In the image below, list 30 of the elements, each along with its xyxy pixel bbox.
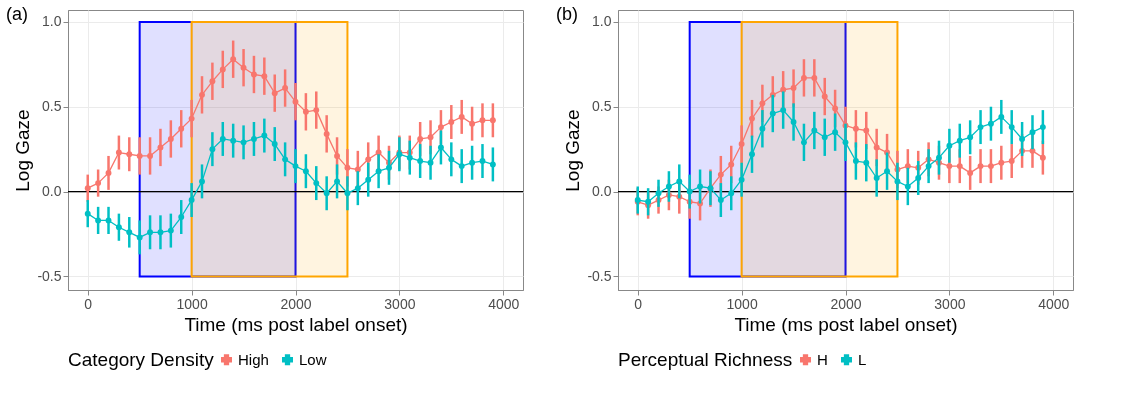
legend-title: Category Density (68, 349, 215, 370)
x-tick-label: 1000 (176, 295, 208, 312)
y-tick-label: -0.5 (37, 267, 62, 284)
legend-label: Low (299, 350, 327, 368)
x-axis-title: Time (ms post label onset) (734, 313, 958, 335)
x-tick-label: 3000 (934, 295, 966, 312)
chart-title: (a) (6, 4, 28, 24)
y-axis-title: Log Gaze (12, 109, 34, 192)
y-tick-label: 1.0 (592, 13, 612, 30)
legend-label: L (858, 350, 867, 368)
x-tick-label: 0 (634, 295, 643, 312)
y-tick-label: 0.0 (592, 183, 612, 200)
legend-label: H (817, 350, 828, 368)
y-tick-label: 0.5 (42, 98, 62, 115)
chart-title: (b) (556, 4, 578, 24)
x-tick-label: 2000 (280, 295, 312, 312)
x-axis-title: Time (ms post label onset) (184, 313, 408, 335)
legend-title: Perceptual Richness (618, 349, 793, 370)
x-tick-label: 4000 (488, 295, 520, 312)
x-tick-label: 4000 (1038, 295, 1070, 312)
y-axis-title: Log Gaze (562, 109, 584, 192)
legend-label: High (238, 350, 269, 368)
x-tick-label: 2000 (830, 295, 862, 312)
y-tick-label: 0.5 (592, 98, 612, 115)
x-tick-label: 1000 (726, 295, 758, 312)
y-tick-label: -0.5 (587, 267, 612, 284)
x-tick-label: 0 (84, 295, 93, 312)
x-tick-label: 3000 (384, 295, 416, 312)
y-tick-label: 1.0 (42, 13, 62, 30)
y-tick-label: 0.0 (42, 183, 62, 200)
